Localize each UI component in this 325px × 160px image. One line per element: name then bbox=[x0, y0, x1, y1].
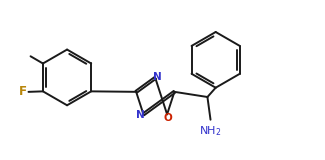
Text: O: O bbox=[163, 113, 172, 123]
Text: NH$_2$: NH$_2$ bbox=[199, 124, 222, 138]
Text: N: N bbox=[136, 110, 145, 120]
Text: F: F bbox=[19, 85, 27, 98]
Text: N: N bbox=[153, 72, 162, 82]
